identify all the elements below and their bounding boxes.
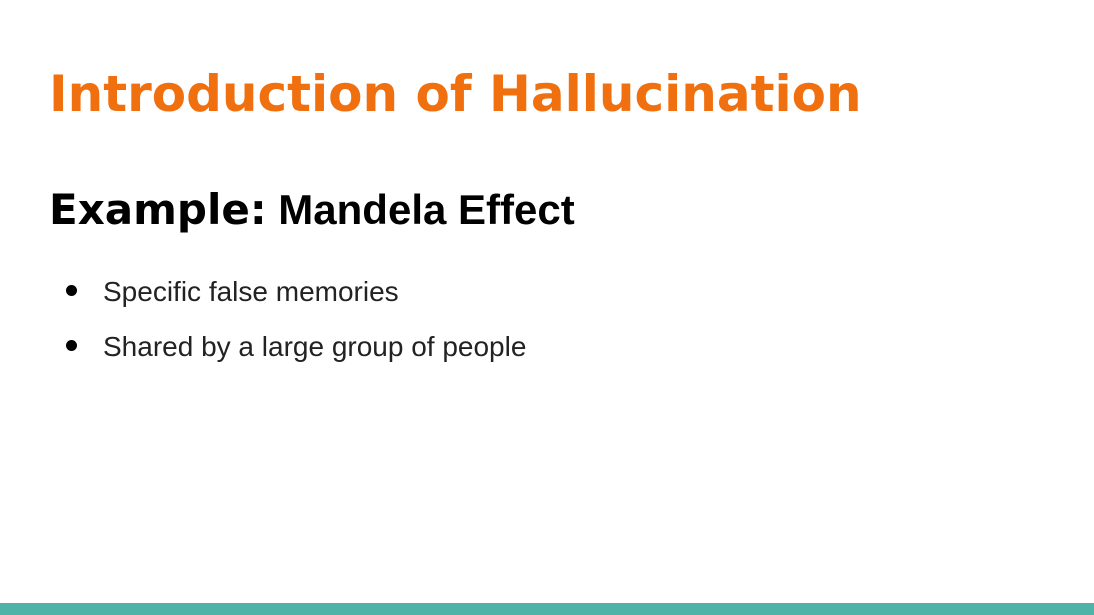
bullet-dot-icon — [66, 285, 77, 296]
bullet-dot-icon — [66, 340, 77, 351]
slide-subtitle: Example: Mandela Effect — [49, 182, 575, 245]
bullet-text: Specific false memories — [103, 276, 399, 307]
bullet-item: Shared by a large group of people — [0, 326, 900, 381]
subtitle-lead: Example: — [49, 185, 267, 234]
slide-title: Introduction of Hallucination — [49, 65, 862, 123]
accent-bar — [0, 603, 1094, 615]
subtitle-rest: Mandela Effect — [266, 186, 575, 233]
bullet-text: Shared by a large group of people — [103, 331, 527, 362]
bullet-list: Specific false memories Shared by a larg… — [0, 271, 900, 381]
bullet-item: Specific false memories — [0, 271, 900, 326]
